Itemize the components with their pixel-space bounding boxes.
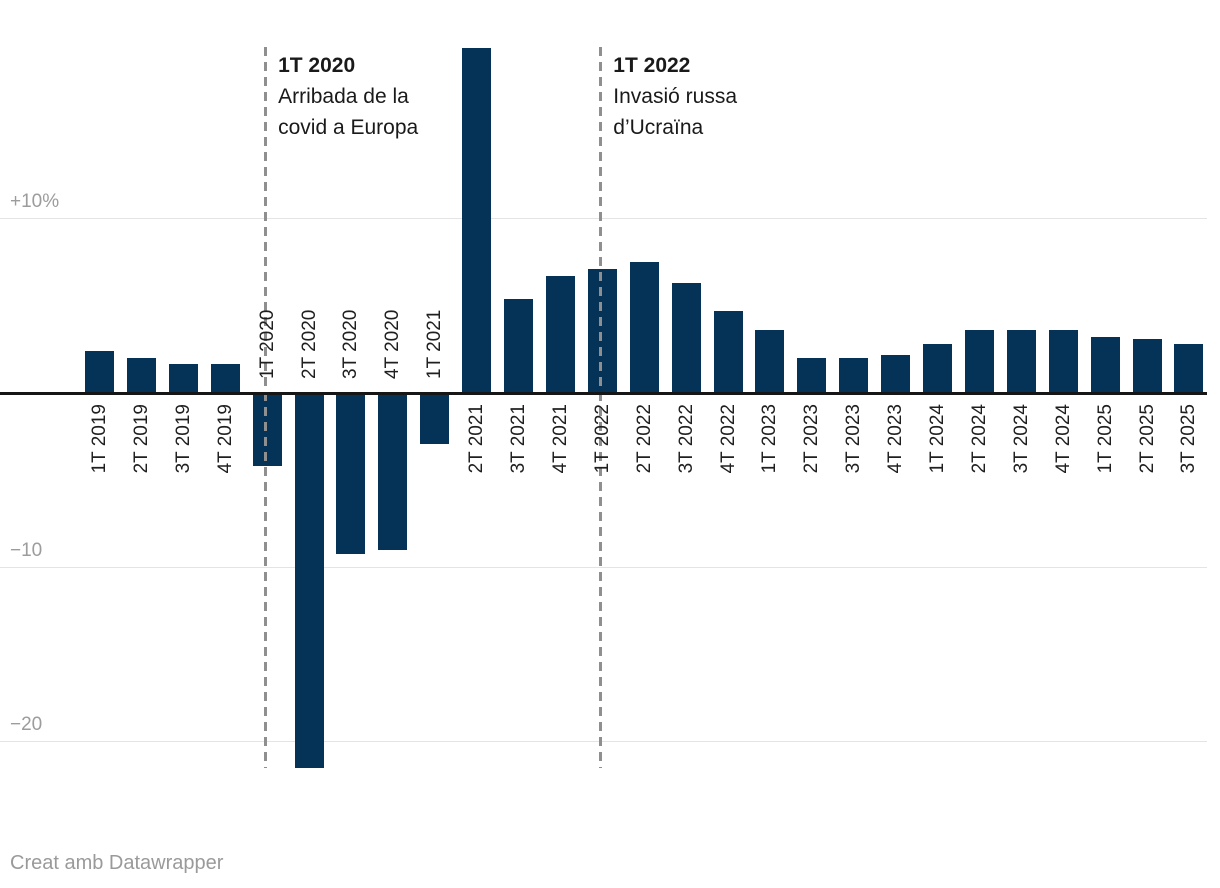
bar-4T-2021[interactable] [545, 276, 575, 394]
bar-1T-2022[interactable] [587, 269, 617, 394]
bar-2T-2019[interactable] [126, 358, 156, 394]
x-axis-label: 1T 2023 [759, 404, 781, 474]
x-axis-label: 3T 2021 [508, 404, 529, 474]
x-axis-label: 2T 2025 [1136, 404, 1158, 474]
annotation-title: 1T 2020 [278, 54, 356, 77]
bar-2T-2024[interactable] [964, 330, 994, 394]
bar-2T-2023[interactable] [797, 358, 827, 394]
x-axis-label: 1T 2022 [591, 404, 613, 474]
x-axis-label: 2T 2023 [801, 404, 823, 474]
bar-2T-2025[interactable] [1132, 339, 1162, 394]
bar-3T-2020[interactable] [336, 393, 366, 554]
bar-1T-2020[interactable] [252, 393, 282, 467]
annotation: 1T 2022 Invasió russa d’Ucraïna [613, 50, 737, 143]
gridline [0, 567, 1207, 569]
bar-3T-2022[interactable] [671, 283, 701, 394]
bar-4T-2022[interactable] [713, 311, 743, 394]
x-axis-label: 1T 2019 [89, 404, 110, 474]
x-axis-label: 4T 2022 [717, 404, 739, 474]
bar-3T-2019[interactable] [168, 363, 198, 394]
bar-3T-2024[interactable] [1006, 330, 1036, 394]
x-axis-label: 2T 2024 [968, 404, 990, 474]
x-axis-label: 2T 2020 [298, 309, 320, 380]
bar-1T-2021[interactable] [420, 393, 450, 444]
annotation-text-line: Invasió russa [613, 85, 738, 108]
bar-2T-2022[interactable] [629, 262, 659, 394]
x-axis-label: 4T 2019 [214, 404, 236, 474]
bar-1T-2019[interactable] [85, 351, 114, 394]
gridline [0, 741, 1207, 743]
x-axis-label: 1T 2024 [927, 404, 948, 474]
bar-4T-2023[interactable] [881, 354, 911, 394]
y-axis-label: −10 [10, 539, 43, 561]
bar-2T-2020[interactable] [294, 393, 324, 768]
x-axis-label: 1T 2025 [1094, 404, 1116, 474]
x-axis-label: 1T 2021 [424, 309, 446, 380]
annotation-line [263, 47, 267, 768]
bar-3T-2021[interactable] [504, 299, 533, 394]
x-axis-label: 4T 2021 [549, 404, 571, 474]
x-axis-label: 3T 2024 [1010, 404, 1032, 474]
x-axis-label: 3T 2022 [675, 404, 697, 474]
y-axis-label: −20 [10, 713, 43, 735]
x-axis-label: 3T 2020 [340, 309, 362, 380]
bar-4T-2024[interactable] [1048, 330, 1078, 394]
annotation-text-line: d’Ucraïna [613, 116, 704, 139]
y-axis-label: +10% [10, 190, 60, 212]
x-axis-label: 1T 2020 [256, 309, 278, 380]
gridline [0, 218, 1207, 220]
x-axis-label: 3T 2019 [172, 404, 194, 474]
x-axis-label: 3T 2023 [843, 404, 865, 474]
annotation-line [598, 47, 602, 768]
bar-1T-2025[interactable] [1090, 337, 1120, 394]
bar-1T-2024[interactable] [923, 344, 952, 394]
x-axis-label: 4T 2023 [885, 404, 907, 474]
bar-2T-2021[interactable] [462, 48, 492, 394]
x-axis-label: 2T 2019 [130, 404, 152, 474]
x-axis-label: 2T 2021 [466, 404, 488, 474]
x-axis-label: 3T 2025 [1178, 404, 1200, 474]
annotation-text-line: covid a Europa [278, 116, 419, 139]
bar-4T-2019[interactable] [210, 363, 240, 394]
bar-3T-2023[interactable] [839, 358, 869, 394]
x-axis-label: 4T 2024 [1052, 404, 1074, 474]
x-axis-label: 2T 2022 [633, 404, 655, 474]
bar-4T-2020[interactable] [378, 393, 408, 551]
annotation: 1T 2020 Arribada de la covid a Europa [278, 50, 418, 143]
bar-1T-2023[interactable] [755, 330, 785, 394]
x-axis-line [0, 391, 1207, 395]
datawrapper-credit[interactable]: Creat amb Datawrapper [10, 852, 224, 874]
annotation-text-line: Arribada de la [278, 85, 409, 108]
x-axis-label: 4T 2020 [382, 309, 404, 380]
bar-3T-2025[interactable] [1174, 344, 1204, 394]
annotation-title: 1T 2022 [613, 54, 691, 77]
